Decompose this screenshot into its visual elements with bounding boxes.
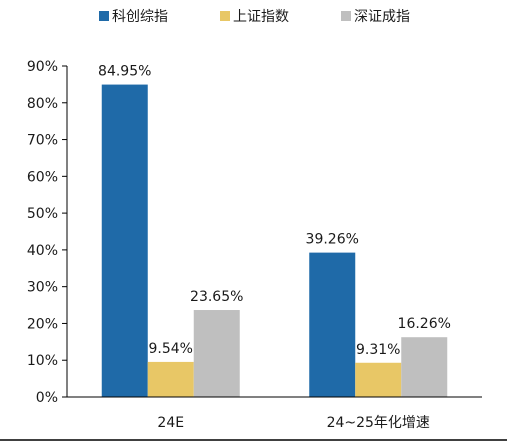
legend: 科创综指 上证指数 深证成指 [99, 9, 410, 25]
legend-swatch [220, 11, 230, 21]
y-tick-label: 60% [27, 169, 58, 185]
bar [355, 362, 402, 397]
y-tick-label: 50% [27, 206, 58, 222]
data-label: 39.26% [306, 232, 359, 248]
x-tick-label: 24E [157, 415, 184, 431]
bar [309, 252, 356, 397]
data-label: 84.95% [98, 64, 151, 80]
legend-swatch [99, 11, 109, 21]
data-label: 16.26% [398, 316, 451, 332]
data-label: 9.31% [356, 342, 400, 358]
legend-label: 深证成指 [354, 9, 410, 25]
bar [193, 310, 240, 397]
y-tick-label: 20% [27, 316, 58, 332]
bar [101, 84, 148, 397]
y-tick-label: 30% [27, 280, 58, 296]
y-axis: 0% 10% 20% 30% 40% 50% 60% 70% 80% 90% [27, 59, 68, 406]
data-label: 23.65% [190, 289, 243, 305]
x-axis: 24E 24~25年化增速 [67, 396, 482, 431]
y-tick-label: 10% [27, 353, 58, 369]
bars: 84.95% 9.54% 23.65% 39.26% 9.31% 16.26% [98, 64, 451, 397]
y-tick-label: 40% [27, 243, 58, 259]
legend-label: 上证指数 [233, 9, 289, 25]
bar [401, 337, 448, 397]
bar [147, 361, 194, 397]
y-tick-label: 0% [36, 390, 58, 406]
legend-swatch [341, 11, 351, 21]
y-tick-label: 90% [27, 59, 58, 75]
y-tick-label: 70% [27, 133, 58, 149]
y-tick-label: 80% [27, 96, 58, 112]
data-label: 9.54% [149, 341, 193, 357]
x-tick-label: 24~25年化增速 [327, 415, 430, 431]
legend-label: 科创综指 [112, 9, 168, 25]
